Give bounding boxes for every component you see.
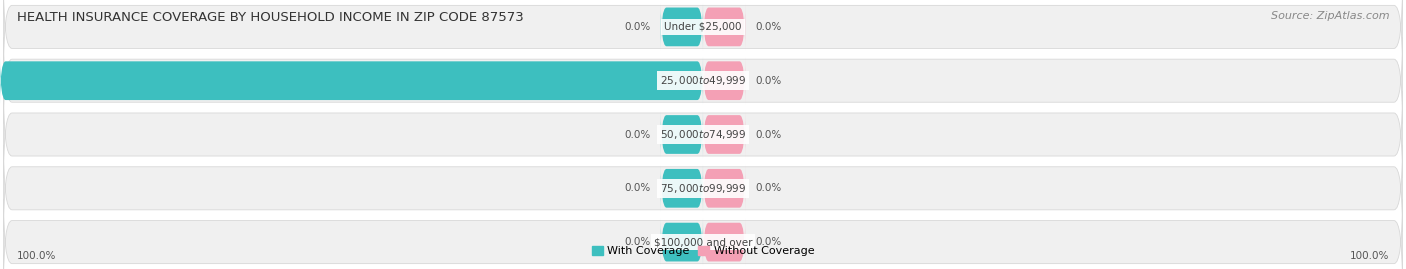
FancyBboxPatch shape — [703, 57, 745, 104]
FancyBboxPatch shape — [703, 218, 745, 266]
FancyBboxPatch shape — [703, 165, 745, 212]
Text: 0.0%: 0.0% — [624, 183, 650, 193]
FancyBboxPatch shape — [661, 3, 703, 51]
FancyBboxPatch shape — [661, 218, 703, 266]
Text: 0.0%: 0.0% — [756, 129, 782, 140]
Text: 0.0%: 0.0% — [624, 129, 650, 140]
Text: 0.0%: 0.0% — [624, 22, 650, 32]
FancyBboxPatch shape — [3, 199, 1403, 269]
FancyBboxPatch shape — [661, 111, 703, 158]
Text: 100.0%: 100.0% — [1350, 251, 1389, 261]
FancyBboxPatch shape — [0, 57, 703, 104]
FancyBboxPatch shape — [703, 111, 745, 158]
Text: 0.0%: 0.0% — [756, 76, 782, 86]
Legend: With Coverage, Without Coverage: With Coverage, Without Coverage — [588, 242, 818, 261]
FancyBboxPatch shape — [3, 91, 1403, 178]
FancyBboxPatch shape — [661, 165, 703, 212]
Text: $50,000 to $74,999: $50,000 to $74,999 — [659, 128, 747, 141]
Text: $100,000 and over: $100,000 and over — [654, 237, 752, 247]
FancyBboxPatch shape — [3, 0, 1403, 70]
Text: 0.0%: 0.0% — [624, 237, 650, 247]
Text: 0.0%: 0.0% — [756, 183, 782, 193]
Text: 0.0%: 0.0% — [756, 22, 782, 32]
Text: $75,000 to $99,999: $75,000 to $99,999 — [659, 182, 747, 195]
Text: Source: ZipAtlas.com: Source: ZipAtlas.com — [1271, 11, 1389, 21]
Text: HEALTH INSURANCE COVERAGE BY HOUSEHOLD INCOME IN ZIP CODE 87573: HEALTH INSURANCE COVERAGE BY HOUSEHOLD I… — [17, 11, 523, 24]
Text: 100.0%: 100.0% — [17, 251, 56, 261]
Text: Under $25,000: Under $25,000 — [664, 22, 742, 32]
FancyBboxPatch shape — [3, 38, 1403, 124]
FancyBboxPatch shape — [3, 145, 1403, 231]
Text: 0.0%: 0.0% — [756, 237, 782, 247]
Text: $25,000 to $49,999: $25,000 to $49,999 — [659, 74, 747, 87]
FancyBboxPatch shape — [703, 3, 745, 51]
